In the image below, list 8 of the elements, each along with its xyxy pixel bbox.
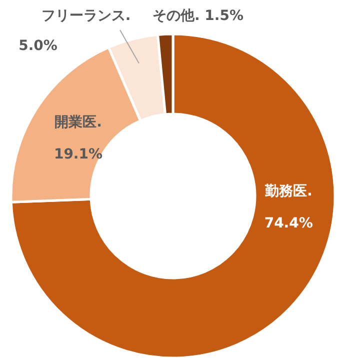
data-label: 74.4% (264, 215, 313, 232)
data-label: 5.0% (18, 38, 58, 54)
slice-label: 勤務医. (264, 183, 312, 200)
donut-slice (10, 32, 336, 358)
data-label: 19.1% (54, 146, 103, 162)
slice-label: フリーランス. (41, 8, 131, 24)
slice-label: 開業医. (54, 114, 102, 130)
slice-label: その他. 1.5% (152, 8, 244, 24)
